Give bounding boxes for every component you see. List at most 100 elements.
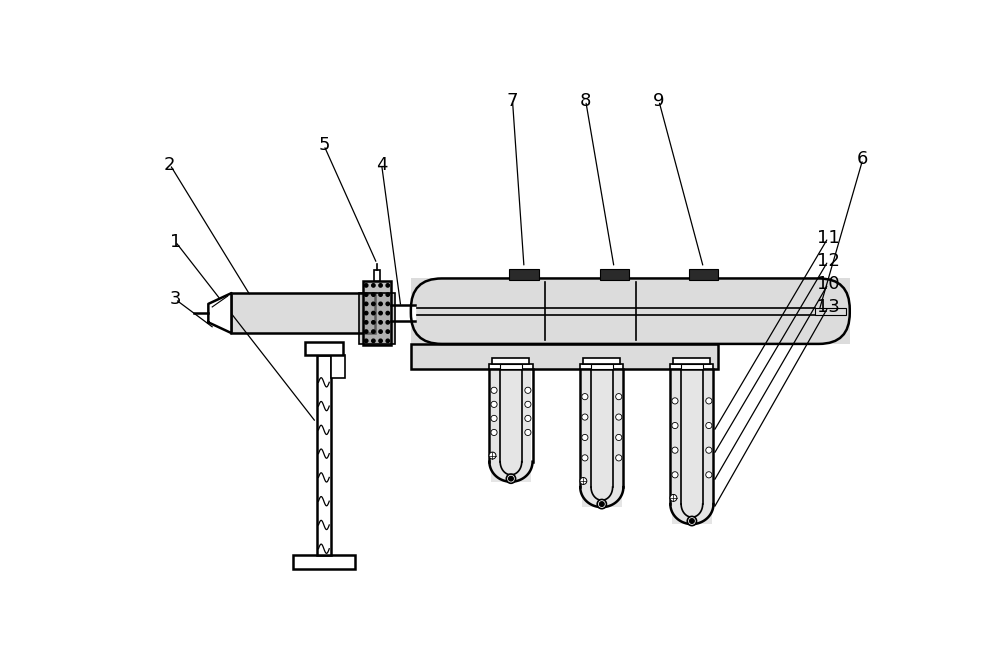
Circle shape: [372, 284, 375, 287]
Bar: [670, 364, 713, 368]
Circle shape: [372, 339, 375, 342]
Bar: [489, 364, 533, 368]
Bar: [359, 293, 395, 344]
Circle shape: [386, 302, 389, 305]
Text: 4: 4: [376, 156, 387, 174]
Bar: [583, 358, 620, 364]
Circle shape: [491, 416, 497, 422]
Bar: [411, 279, 850, 344]
Bar: [411, 344, 718, 368]
Bar: [331, 354, 345, 378]
Bar: [672, 368, 712, 524]
Circle shape: [525, 416, 531, 422]
Circle shape: [525, 430, 531, 436]
Circle shape: [580, 477, 587, 484]
Text: 7: 7: [507, 92, 518, 110]
Text: 2: 2: [164, 156, 176, 174]
Circle shape: [597, 499, 606, 509]
Polygon shape: [208, 293, 231, 333]
Bar: [359, 293, 395, 344]
Text: 11: 11: [817, 229, 840, 247]
Bar: [317, 354, 331, 555]
Circle shape: [706, 447, 712, 454]
Circle shape: [379, 330, 382, 333]
Bar: [363, 281, 391, 345]
Bar: [231, 293, 375, 333]
Circle shape: [672, 398, 678, 404]
Circle shape: [616, 455, 622, 461]
Bar: [231, 293, 375, 333]
Circle shape: [386, 293, 389, 297]
Circle shape: [672, 447, 678, 454]
Bar: [673, 358, 710, 364]
Text: 12: 12: [817, 252, 840, 270]
Circle shape: [379, 293, 382, 297]
Bar: [411, 344, 718, 368]
Circle shape: [386, 321, 389, 324]
Circle shape: [379, 302, 382, 305]
Bar: [509, 269, 539, 280]
Circle shape: [489, 452, 496, 459]
Bar: [689, 269, 718, 280]
Bar: [600, 269, 629, 280]
Bar: [815, 308, 846, 315]
Circle shape: [365, 311, 368, 315]
Bar: [681, 364, 703, 368]
Circle shape: [706, 471, 712, 478]
Circle shape: [582, 434, 588, 440]
Circle shape: [672, 471, 678, 478]
Circle shape: [509, 476, 513, 481]
Text: 10: 10: [817, 275, 840, 293]
Circle shape: [672, 422, 678, 429]
Bar: [582, 368, 622, 507]
Circle shape: [687, 517, 697, 525]
Circle shape: [525, 387, 531, 394]
Circle shape: [386, 330, 389, 333]
Text: 5: 5: [318, 136, 330, 154]
Bar: [491, 368, 531, 481]
Circle shape: [365, 330, 368, 333]
Text: 9: 9: [653, 92, 665, 110]
Circle shape: [706, 398, 712, 404]
Bar: [374, 270, 380, 281]
Text: 13: 13: [817, 298, 840, 316]
Bar: [500, 364, 522, 368]
Circle shape: [491, 401, 497, 408]
Polygon shape: [391, 305, 415, 321]
Circle shape: [365, 321, 368, 324]
Circle shape: [372, 321, 375, 324]
Circle shape: [379, 311, 382, 315]
Bar: [492, 358, 529, 364]
Circle shape: [365, 339, 368, 342]
Circle shape: [525, 401, 531, 408]
Bar: [363, 281, 391, 345]
Circle shape: [372, 293, 375, 297]
Bar: [305, 342, 343, 354]
Circle shape: [616, 394, 622, 400]
Circle shape: [706, 422, 712, 429]
Circle shape: [372, 302, 375, 305]
Bar: [580, 364, 623, 368]
Circle shape: [379, 284, 382, 287]
Circle shape: [582, 455, 588, 461]
Circle shape: [690, 519, 694, 523]
Circle shape: [582, 394, 588, 400]
Circle shape: [379, 339, 382, 342]
Circle shape: [616, 434, 622, 440]
Bar: [293, 555, 355, 569]
Circle shape: [616, 414, 622, 420]
Circle shape: [372, 330, 375, 333]
Text: 1: 1: [170, 233, 181, 251]
Circle shape: [600, 502, 604, 506]
Text: 8: 8: [580, 92, 591, 110]
Circle shape: [365, 284, 368, 287]
Text: 3: 3: [169, 290, 181, 309]
Circle shape: [365, 293, 368, 297]
Circle shape: [386, 339, 389, 342]
Circle shape: [379, 321, 382, 324]
Circle shape: [386, 311, 389, 315]
Circle shape: [491, 430, 497, 436]
Bar: [591, 364, 613, 368]
Circle shape: [372, 311, 375, 315]
Circle shape: [582, 414, 588, 420]
